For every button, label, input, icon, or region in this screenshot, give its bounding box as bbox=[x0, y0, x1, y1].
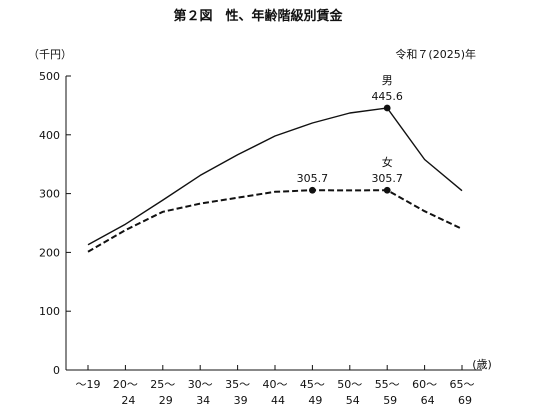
x-tick-label-sub: 24 bbox=[121, 394, 135, 407]
x-tick-label-sub: 34 bbox=[196, 394, 210, 407]
x-tick-label-sub: 49 bbox=[308, 394, 322, 407]
x-tick-label: 40～ bbox=[263, 378, 288, 391]
x-tick-label: 20～ bbox=[113, 378, 138, 391]
x-tick-label-sub: 39 bbox=[234, 394, 248, 407]
series-line-female bbox=[87, 189, 463, 253]
x-tick-label: 35～ bbox=[225, 378, 250, 391]
x-tick-label-sub: 69 bbox=[458, 394, 472, 407]
series-label-male: 男 bbox=[382, 74, 393, 87]
y-axis-unit-label: （千円） bbox=[28, 48, 72, 61]
chart-title: 第２図 性、年齢階級別賃金 bbox=[173, 8, 343, 24]
data-value-label: 305.7 bbox=[297, 172, 329, 185]
series-line-male bbox=[87, 107, 463, 246]
data-value-label: 445.6 bbox=[371, 90, 403, 103]
x-tick-label: ～19 bbox=[76, 378, 101, 391]
x-tick-label: 50～ bbox=[337, 378, 362, 391]
x-tick-label: 45～ bbox=[300, 378, 325, 391]
chart-subtitle: 令和７(2025)年 bbox=[395, 47, 476, 61]
x-tick-label: 55～ bbox=[375, 378, 400, 391]
x-tick-label: 60～ bbox=[412, 378, 437, 391]
x-tick-label: 25～ bbox=[150, 378, 175, 391]
y-tick-label: 0 bbox=[53, 364, 60, 377]
x-tick-label-sub: 29 bbox=[159, 394, 173, 407]
x-tick-label-sub: 54 bbox=[346, 394, 360, 407]
x-axis-unit-label: (歳) bbox=[472, 358, 492, 371]
y-tick-label: 100 bbox=[39, 305, 60, 318]
x-tick-label: 65～ bbox=[450, 378, 475, 391]
plot-marks: 0 100 200 300 400 500 ～19 20～ 24 25～ 29 30～ 34 35～ 39 4… bbox=[39, 70, 475, 407]
y-tick-label: 200 bbox=[39, 246, 60, 259]
data-point-marker bbox=[383, 104, 391, 112]
data-point-marker bbox=[383, 186, 391, 194]
y-tick-label: 300 bbox=[39, 188, 60, 201]
data-point-marker bbox=[309, 186, 316, 194]
x-tick-label-sub: 59 bbox=[383, 394, 397, 407]
y-tick-label: 500 bbox=[39, 70, 60, 83]
y-tick-label: 400 bbox=[39, 129, 60, 142]
data-value-label: 305.7 bbox=[371, 172, 403, 185]
x-tick-label: 30～ bbox=[188, 378, 213, 391]
series-label-female: 女 bbox=[382, 155, 393, 169]
x-tick-label-sub: 64 bbox=[421, 394, 435, 407]
x-tick-label-sub: 44 bbox=[271, 394, 285, 407]
